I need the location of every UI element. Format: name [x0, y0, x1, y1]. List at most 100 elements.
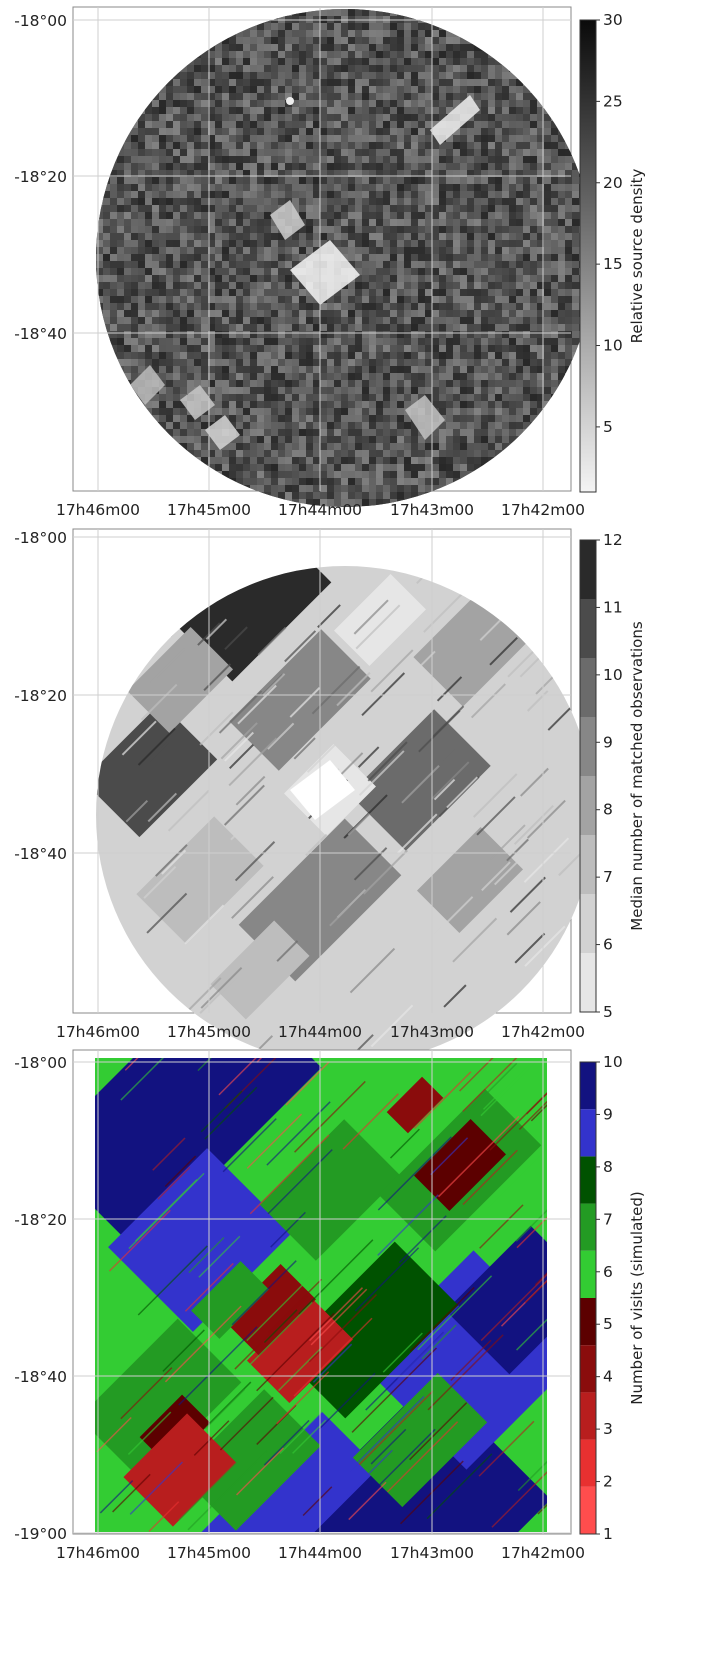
density-cell: [229, 51, 236, 58]
density-cell: [558, 296, 565, 303]
density-cell: [264, 198, 271, 205]
density-cell: [369, 177, 376, 184]
density-cell: [432, 443, 439, 450]
density-cell: [285, 275, 292, 282]
density-cell: [362, 261, 369, 268]
density-cell: [390, 30, 397, 37]
density-cell: [411, 65, 418, 72]
density-cell: [145, 345, 152, 352]
density-cell: [243, 163, 250, 170]
density-cell: [110, 163, 117, 170]
density-cell: [327, 359, 334, 366]
density-cell: [243, 345, 250, 352]
density-cell: [502, 240, 509, 247]
density-cell: [306, 422, 313, 429]
density-cell: [474, 135, 481, 142]
density-cell: [390, 135, 397, 142]
density-cell: [250, 114, 257, 121]
density-cell: [222, 51, 229, 58]
density-cell: [313, 37, 320, 44]
density-cell: [236, 345, 243, 352]
density-cell: [453, 450, 460, 457]
density-cell: [453, 254, 460, 261]
density-cell: [432, 345, 439, 352]
density-cell: [320, 443, 327, 450]
density-cell: [355, 177, 362, 184]
density-cell: [131, 373, 138, 380]
density-cell: [355, 275, 362, 282]
density-cell: [348, 9, 355, 16]
density-cell: [201, 429, 208, 436]
density-cell: [320, 303, 327, 310]
density-cell: [103, 254, 110, 261]
density-cell: [299, 23, 306, 30]
density-cell: [152, 289, 159, 296]
density-cell: [152, 163, 159, 170]
density-cell: [166, 226, 173, 233]
density-cell: [285, 471, 292, 478]
density-cell: [194, 191, 201, 198]
density-cell: [439, 149, 446, 156]
density-cell: [152, 107, 159, 114]
density-cell: [411, 58, 418, 65]
density-cell: [530, 100, 537, 107]
density-cell: [327, 303, 334, 310]
density-cell: [117, 282, 124, 289]
density-cell: [425, 380, 432, 387]
density-cell: [397, 450, 404, 457]
density-cell: [523, 261, 530, 268]
density-cell: [411, 268, 418, 275]
density-cell: [320, 373, 327, 380]
density-cell: [362, 86, 369, 93]
density-cell: [257, 86, 264, 93]
density-cell: [313, 310, 320, 317]
density-cell: [474, 443, 481, 450]
density-cell: [376, 429, 383, 436]
density-cell: [376, 163, 383, 170]
density-cell: [502, 373, 509, 380]
density-cell: [530, 198, 537, 205]
density-cell: [502, 324, 509, 331]
density-cell: [432, 289, 439, 296]
density-cell: [243, 380, 250, 387]
density-cell: [327, 219, 334, 226]
density-cell: [362, 72, 369, 79]
density-cell: [432, 359, 439, 366]
density-cell: [327, 163, 334, 170]
density-cell: [243, 471, 250, 478]
density-cell: [292, 65, 299, 72]
density-cell: [404, 464, 411, 471]
density-cell: [383, 387, 390, 394]
density-cell: [187, 142, 194, 149]
density-cell: [572, 443, 579, 450]
density-cell: [110, 240, 117, 247]
density-cell: [593, 9, 594, 16]
density-cell: [327, 331, 334, 338]
density-cell: [572, 338, 579, 345]
density-cell: [460, 226, 467, 233]
density-cell: [390, 387, 397, 394]
density-cell: [362, 478, 369, 485]
density-cell: [474, 261, 481, 268]
density-cell: [187, 93, 194, 100]
density-cell: [278, 191, 285, 198]
density-cell: [432, 268, 439, 275]
density-cell: [222, 338, 229, 345]
density-cell: [411, 254, 418, 261]
density-cell: [537, 114, 544, 121]
density-cell: [215, 170, 222, 177]
density-cell: [173, 233, 180, 240]
density-cell: [488, 191, 495, 198]
density-cell: [159, 324, 166, 331]
density-cell: [110, 282, 117, 289]
density-cell: [495, 226, 502, 233]
density-cell: [369, 268, 376, 275]
density-cell: [474, 387, 481, 394]
density-cell: [327, 366, 334, 373]
density-cell: [474, 121, 481, 128]
density-cell: [173, 310, 180, 317]
density-cell: [369, 156, 376, 163]
density-cell: [271, 86, 278, 93]
density-cell: [278, 310, 285, 317]
density-cell: [341, 296, 348, 303]
